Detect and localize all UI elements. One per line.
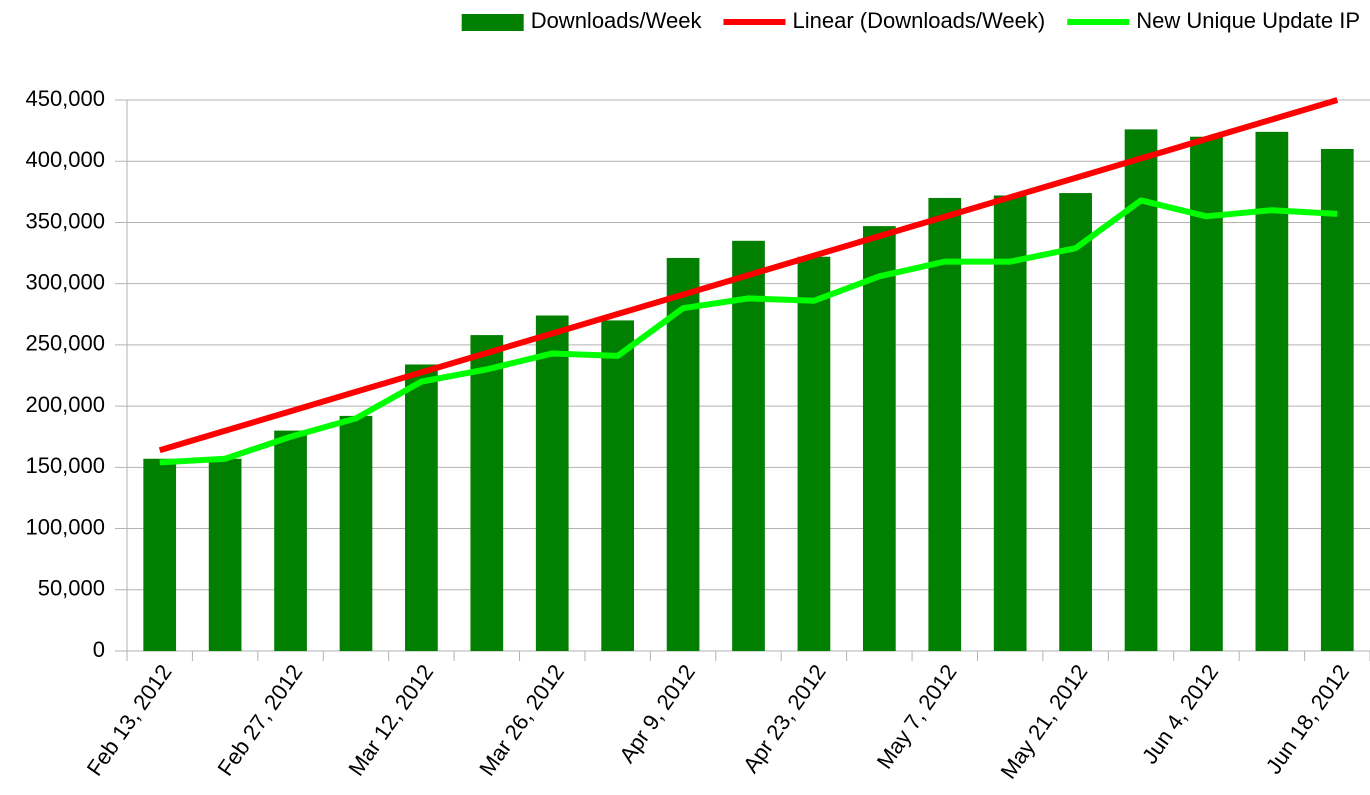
bar (208, 458, 242, 651)
bar (601, 320, 635, 651)
x-tick-label: Apr 9, 2012 (614, 660, 700, 768)
y-tick-label: 250,000 (25, 331, 105, 356)
y-tick-label: 400,000 (25, 147, 105, 172)
bar (1255, 131, 1289, 651)
legend-label: Linear (Downloads/Week) (792, 8, 1045, 33)
bar (274, 430, 307, 651)
y-tick-label: 100,000 (25, 514, 105, 539)
legend: Downloads/Week Linear (Downloads/Week) New… (461, 8, 1360, 33)
y-tick-label: 0 (93, 637, 105, 662)
bar (797, 256, 831, 651)
y-tick-label: 50,000 (38, 576, 105, 601)
line (159, 197, 1338, 466)
bar (928, 197, 962, 651)
bar (470, 335, 504, 651)
legend-swatch (461, 14, 524, 31)
bar (339, 415, 373, 651)
y-tick-label: 150,000 (25, 453, 105, 478)
y-tick-label: 450,000 (25, 86, 105, 111)
y-tick-label: 300,000 (25, 269, 105, 294)
x-tick-label: May 21, 2012 (996, 660, 1093, 784)
legend-label: New Unique Update IP (1136, 8, 1360, 33)
y-tick-label: 350,000 (25, 208, 105, 233)
y-tick-label: 200,000 (25, 392, 105, 417)
x-tick-label: Jun 18, 2012 (1261, 660, 1354, 779)
bar (535, 315, 569, 651)
bar (666, 257, 700, 651)
bar (1320, 148, 1354, 651)
bar (143, 458, 177, 651)
bar (1059, 193, 1092, 651)
x-tick-label: Feb 27, 2012 (213, 660, 308, 781)
line (158, 97, 1339, 454)
x-tick-label: Apr 23, 2012 (738, 660, 831, 778)
legend-label: Downloads/Week (531, 8, 703, 33)
bar (405, 364, 438, 651)
bar (732, 240, 765, 652)
x-tick-label: Mar 12, 2012 (343, 660, 438, 781)
x-tick-label: Feb 13, 2012 (82, 660, 177, 781)
bar (1190, 136, 1223, 651)
bar (1124, 129, 1158, 652)
bar (862, 226, 896, 651)
x-tick-label: May 7, 2012 (872, 660, 962, 774)
bar (993, 195, 1027, 652)
x-tick-label: Mar 26, 2012 (474, 660, 569, 781)
x-tick-label: Jun 4, 2012 (1137, 660, 1223, 769)
